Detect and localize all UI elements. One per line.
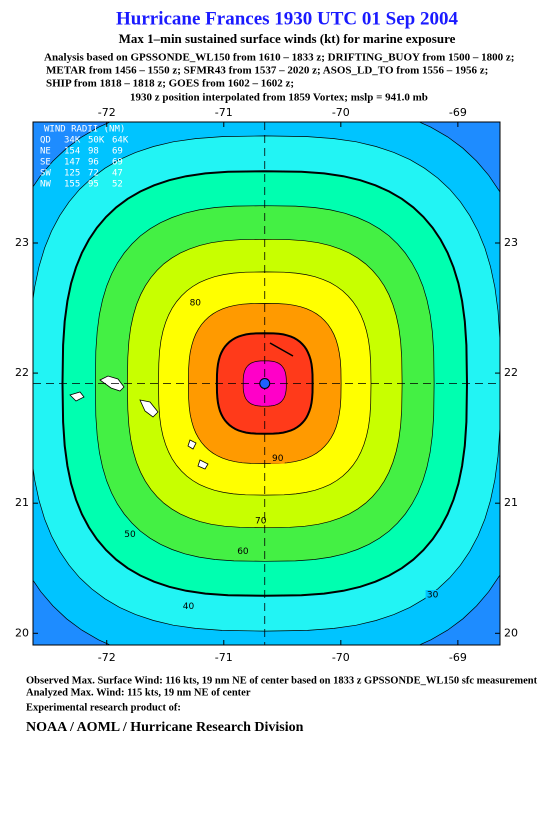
- ticks: -72 -72 -71 -71 -70 -70 -69 -69 20 20 21 21 22 22 23 23: [15, 106, 518, 664]
- contour-label: 80: [190, 299, 202, 309]
- contour-label-bg: [425, 589, 440, 600]
- map: 30 40 50 60 70 80 90 WIND RADII (NM)QD 34K 50K 64K…: [33, 122, 500, 645]
- contour-label-bg: [188, 298, 203, 309]
- wind-radii-cell: 95: [88, 180, 99, 190]
- lat-tick-label: 22: [504, 366, 518, 379]
- wind-radii-cell: 64K: [112, 136, 129, 146]
- wind-radii-cell: 96: [88, 158, 99, 168]
- lon-tick-label: -70: [332, 106, 350, 119]
- contour-label-bg: [123, 529, 138, 540]
- analysis-line: Analysis based on GPSSONDE_WL150 from 16…: [44, 52, 514, 64]
- wind-radii-cell: 47: [112, 169, 123, 179]
- contour-label: 90: [272, 454, 284, 464]
- contour-label: 50: [124, 530, 136, 540]
- wind-radii-cell: 98: [88, 147, 99, 157]
- wind-radii-cell: 147: [64, 158, 80, 168]
- wind-radii-cell: 34K: [64, 136, 81, 146]
- wind-radii-cell: NE: [40, 147, 51, 157]
- wind-radii-cell: SW: [40, 169, 51, 179]
- footer-observed: Observed Max. Surface Wind: 116 kts, 19 …: [26, 675, 538, 686]
- lon-tick-label: -72: [98, 106, 116, 119]
- contour-label: 40: [183, 602, 195, 612]
- footer-analyzed: Analyzed Max. Wind: 115 kts, 19 nm NE of…: [26, 687, 251, 698]
- lat-tick-label: 20: [15, 626, 29, 639]
- footer-org: NOAA / AOML / Hurricane Research Divisio…: [26, 720, 304, 735]
- island: [139, 399, 159, 418]
- wind-radii-cell: 125: [64, 169, 80, 179]
- footer-product: Experimental research product of:: [26, 702, 181, 713]
- analysis-line: METAR from 1456 – 1550 z; SFMR43 from 15…: [46, 65, 488, 77]
- contour-label: 30: [427, 590, 439, 600]
- island: [187, 439, 197, 450]
- contour-label-bg: [181, 601, 196, 612]
- wind-radii-title: WIND RADII (NM): [44, 125, 125, 135]
- island: [197, 459, 209, 470]
- center-marker: [259, 378, 271, 389]
- analysis-line: 1930 z position interpolated from 1859 V…: [130, 92, 428, 104]
- lat-tick-label: 21: [504, 496, 518, 509]
- lon-tick-label: -70: [332, 651, 350, 664]
- wind-radii-cell: SE: [40, 158, 51, 168]
- wind-radii-cell: 155: [64, 180, 80, 190]
- contour-label-bg: [270, 453, 285, 464]
- contour-label-bg: [235, 546, 250, 557]
- contour-label: 60: [237, 547, 249, 557]
- lon-tick-label: -69: [449, 651, 467, 664]
- analysis-line: SHIP from 1818 – 1818 z; GOES from 1602 …: [46, 78, 294, 90]
- contour-label-bg: [253, 515, 268, 526]
- wind-radii-cell: 154: [64, 147, 80, 157]
- wind-radii-cell: NW: [40, 180, 51, 190]
- lat-tick-label: 23: [15, 236, 29, 249]
- wind-radii-cell: 69: [112, 158, 123, 168]
- lon-tick-label: -71: [215, 651, 233, 664]
- wind-radii-cell: 72: [88, 169, 99, 179]
- title: Hurricane Frances 1930 UTC 01 Sep 2004: [116, 8, 458, 29]
- wind-radii-cell: 69: [112, 147, 123, 157]
- subtitle: Max 1–min sustained surface winds (kt) f…: [119, 31, 456, 46]
- wind-radii-cell: 52: [112, 180, 123, 190]
- map-frame: [32, 121, 501, 646]
- lat-tick-label: 23: [504, 236, 518, 249]
- island: [69, 391, 85, 402]
- lat-tick-label: 20: [504, 626, 518, 639]
- lon-tick-label: -69: [449, 106, 467, 119]
- lat-tick-label: 22: [15, 366, 29, 379]
- wind-radii-cell: 50K: [88, 136, 105, 146]
- contour-label: 70: [255, 516, 267, 526]
- lon-tick-label: -71: [215, 106, 233, 119]
- wind-radii-cell: QD: [40, 136, 51, 146]
- lon-tick-label: -72: [98, 651, 116, 664]
- lat-tick-label: 21: [15, 496, 29, 509]
- max-wind-arrow: [269, 342, 294, 357]
